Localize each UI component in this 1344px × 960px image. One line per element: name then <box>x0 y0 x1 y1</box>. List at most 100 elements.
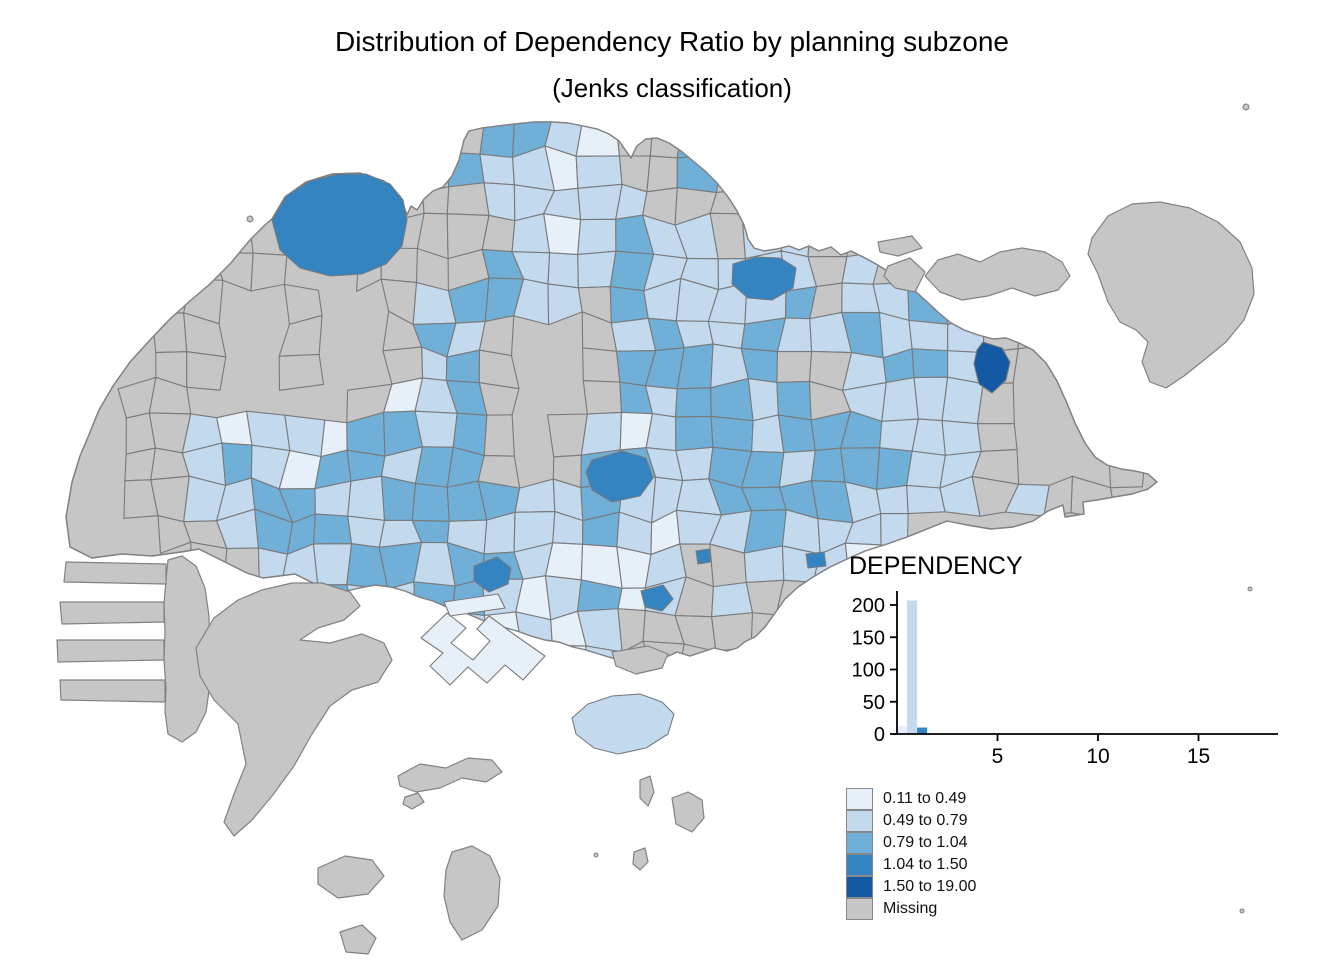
x-tick-label: 15 <box>1187 745 1210 768</box>
subzone-cell <box>810 447 846 483</box>
subzone-cell <box>710 415 754 452</box>
legend-swatch-icon <box>846 787 873 810</box>
legend-item: 0.79 to 1.04 <box>846 831 976 854</box>
legend-item: Missing <box>846 897 976 920</box>
subzone-cell <box>312 543 353 586</box>
subzone-cell <box>711 612 754 652</box>
subzone-cell <box>807 216 850 258</box>
legend-label: 0.79 to 1.04 <box>883 834 968 851</box>
subzone-keppel-strip <box>443 593 506 617</box>
subzone-lim-chu-kang <box>271 173 408 277</box>
island-tekong <box>1087 201 1255 389</box>
subzone-cell <box>246 410 291 452</box>
island-south-1 <box>443 845 501 941</box>
legend-swatch-icon <box>846 897 873 920</box>
subzone-cell <box>577 218 617 256</box>
subzone-cell <box>414 410 458 448</box>
subzone-cell <box>186 351 227 391</box>
subzone-cell <box>546 413 588 458</box>
legend-label: 0.49 to 0.79 <box>883 812 968 829</box>
subzone-cell <box>777 414 816 454</box>
subzone-cell <box>675 387 712 418</box>
subzone-cell <box>716 153 753 194</box>
subzone-cell <box>479 122 516 158</box>
subzone-cell <box>906 484 946 515</box>
island-jurong <box>195 582 393 837</box>
subzone-cell <box>747 377 779 422</box>
subzone-cell <box>776 350 813 384</box>
subzone-cell <box>582 380 623 415</box>
subzone-cell <box>875 484 909 515</box>
page-subtitle: (Jenks classification) <box>552 73 792 103</box>
subzone-cell <box>1107 443 1147 489</box>
island-tuas-pier-3 <box>56 639 165 663</box>
island-tuas-pier-4 <box>59 679 166 703</box>
subzone-city-blue-2 <box>805 551 827 569</box>
subzone-cell <box>577 183 623 221</box>
island-tuas-spine <box>163 555 211 743</box>
subzone-cell <box>511 213 551 254</box>
subzone-cell <box>1072 382 1118 424</box>
subzone-cell <box>941 376 984 425</box>
island-bukom-islet <box>402 792 425 810</box>
subzone-cell <box>646 155 678 193</box>
subzone-cell <box>880 512 909 550</box>
subzone-cell <box>312 513 353 545</box>
subzone-cell <box>257 547 288 589</box>
legend-label: Missing <box>883 900 938 917</box>
subzone-cell <box>544 542 584 581</box>
islet-dot <box>1242 103 1250 111</box>
island-kusu <box>632 847 649 871</box>
island-bukom <box>397 757 503 793</box>
islet-dot <box>593 852 599 858</box>
island-stjohn <box>639 775 655 807</box>
subzone-bishan-blue <box>585 450 654 503</box>
island-tuas-pier-1 <box>63 561 167 585</box>
subzone-cell <box>250 252 288 292</box>
subzone-cell <box>185 245 224 281</box>
subzone-bukit-merah-blue <box>640 584 674 612</box>
legend-swatch-icon <box>846 853 873 876</box>
subzone-cell <box>347 515 386 548</box>
subzone-cell <box>478 382 520 416</box>
subzone-cell <box>575 155 623 189</box>
subzone-cell <box>906 450 946 489</box>
subzone-punggol-blue <box>731 256 797 301</box>
subzone-cell <box>780 216 812 258</box>
y-tick-label: 200 <box>852 595 885 617</box>
dependency-histogram: 0 50 100 150 200 5 10 15 DEPENDENCY <box>849 552 1278 768</box>
subzone-cell <box>675 446 714 482</box>
island-semakau <box>317 855 385 899</box>
subzone-port-piers <box>420 612 546 686</box>
island-lazarus <box>671 791 705 833</box>
subzone-cell <box>278 353 325 391</box>
x-tick-label: 10 <box>1086 745 1109 768</box>
island-tuas-pier-2 <box>59 601 165 625</box>
histogram-bar <box>917 727 928 734</box>
coastline <box>65 121 1158 663</box>
island-punggol-timor <box>883 257 926 293</box>
subzone-cell <box>382 608 417 648</box>
legend-item: 1.50 to 19.00 <box>846 875 977 898</box>
subzone-cell <box>483 414 515 457</box>
legend-label: 1.50 to 19.00 <box>883 878 977 895</box>
legend-swatch-icon <box>846 831 873 854</box>
subzone-cell <box>380 475 417 521</box>
y-tick-label: 150 <box>852 627 885 649</box>
subzone-cell <box>547 252 579 289</box>
legend-label: 0.11 to 0.49 <box>883 790 967 807</box>
subzone-cell <box>444 151 485 188</box>
island-ubin <box>924 247 1071 301</box>
subzone-cell <box>223 547 260 586</box>
subzone-cell <box>609 286 649 324</box>
island-sentosa <box>571 693 675 755</box>
subzone-cell <box>743 545 785 584</box>
map-legend: 0.11 to 0.49 0.49 to 0.79 0.79 to 1.04 1.04… <box>846 787 977 920</box>
subzone-cell <box>911 348 949 379</box>
subzone-cell <box>422 186 450 215</box>
y-tick-label: 0 <box>874 724 885 746</box>
subzone-city-blue-1 <box>695 548 712 565</box>
subzone-cell <box>881 376 919 422</box>
subzone-cell <box>577 250 617 289</box>
